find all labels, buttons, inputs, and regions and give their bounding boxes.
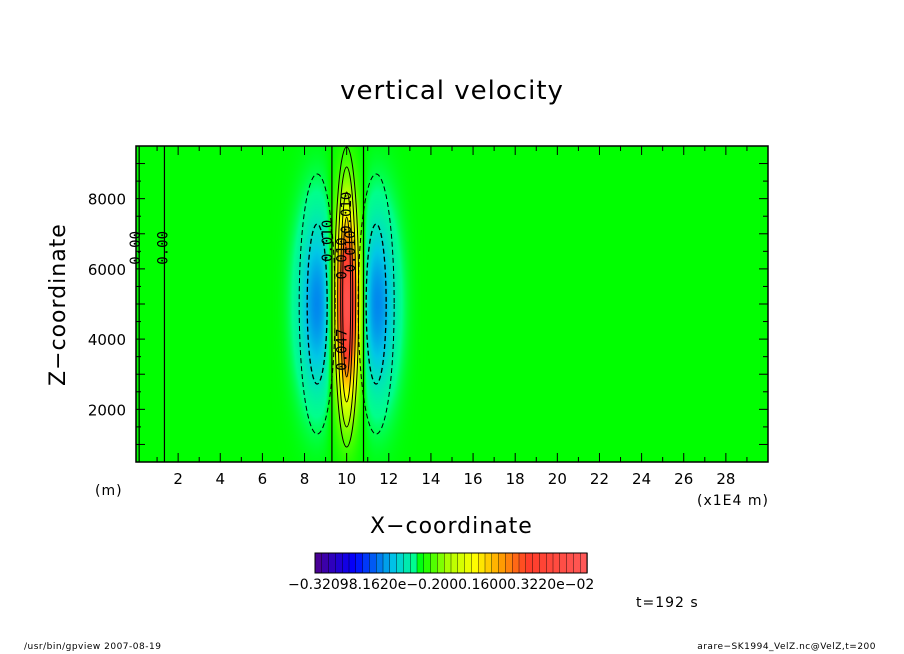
colorbar-cell <box>342 552 350 574</box>
colorbar-cell <box>355 552 364 574</box>
colorbar-cell <box>518 552 527 574</box>
colorbar-cell <box>573 552 581 574</box>
colorbar-cell <box>464 552 473 574</box>
colorbar-cell <box>532 552 541 574</box>
colorbar-cell <box>403 552 411 574</box>
plot-frame <box>135 145 769 463</box>
x-tick-label: 16 <box>464 470 483 488</box>
colorbar-cell <box>505 552 513 574</box>
x-axis-ticks: 2 4 6 8 10 12 14 16 18 20 22 24 26 28 <box>135 146 769 488</box>
colorbar-cell <box>376 552 384 574</box>
colorbar-cell <box>491 552 500 574</box>
colorbar-cell <box>321 552 330 574</box>
colorbar-cell <box>450 552 459 574</box>
colorbar-cell <box>362 552 371 574</box>
colorbar-cell <box>580 552 588 574</box>
contour-label: 0.00 <box>156 231 172 265</box>
contour-neg-right-inner <box>365 223 387 385</box>
contour-neg-left-inner <box>306 223 328 385</box>
colorbar-cell <box>559 552 568 574</box>
contour-label: 0.010 <box>339 192 355 234</box>
contour-pos-2 <box>337 166 357 428</box>
colorbar-cell <box>430 552 439 574</box>
colorbar-cell <box>410 552 418 574</box>
y-axis-label: Z−coordinate <box>46 223 71 386</box>
x-tick-label: 18 <box>506 470 525 488</box>
x-tick-label: 4 <box>215 470 225 488</box>
y-tick-label: 8000 <box>88 191 126 209</box>
contour-label: 0.010 <box>335 237 351 279</box>
contour-pos-3 <box>340 191 354 403</box>
colorbar-cell <box>396 552 405 574</box>
x-unit-left: (m) <box>95 483 123 499</box>
footer-right: arare−SK1994_VelZ.nc@VelZ,t=200 <box>697 642 876 652</box>
chart-title: vertical velocity <box>340 76 564 106</box>
contour-label: 0.010 <box>320 220 336 262</box>
colorbar-label: −0.32098.1620e−0.2000.16000.3220e−02 <box>288 577 595 593</box>
x-tick-label: 26 <box>674 470 693 488</box>
colorbar-cell <box>525 552 534 574</box>
colorbar-cell <box>484 552 493 574</box>
y-tick-label: 4000 <box>88 331 126 349</box>
contour-label: 0.010 <box>343 230 359 272</box>
colorbar-cell <box>498 552 507 574</box>
colorbar-cell <box>348 552 357 574</box>
colorbar-cell <box>314 552 323 574</box>
x-tick-label: 14 <box>421 470 440 488</box>
colorbar-cell <box>478 552 486 574</box>
x-axis-label: X−coordinate <box>370 514 533 539</box>
x-tick-label: 2 <box>173 470 183 488</box>
colorbar-cell <box>389 552 398 574</box>
time-label: t=192 s <box>636 595 699 611</box>
x-unit-right: (x1E4 m) <box>697 493 769 509</box>
x-tick-label: 20 <box>548 470 567 488</box>
contour-neg-left-outer <box>298 173 336 435</box>
colorbar-cell <box>328 552 337 574</box>
x-tick-label: 6 <box>258 470 268 488</box>
x-tick-label: 28 <box>716 470 735 488</box>
x-tick-label: 24 <box>632 470 651 488</box>
colorbar-cell <box>552 552 561 574</box>
colorbar-cell <box>539 552 547 574</box>
colorbar-cell <box>369 552 377 574</box>
colorbar <box>314 552 588 574</box>
colorbar-cell <box>566 552 575 574</box>
colorbar-cell <box>457 552 466 574</box>
colorbar-cell <box>335 552 343 574</box>
colorbar-cell <box>416 552 425 574</box>
colorbar-cell <box>437 552 445 574</box>
footer-left: /usr/bin/gpview 2007-08-19 <box>24 642 162 652</box>
y-tick-label: 2000 <box>88 401 126 419</box>
contour-pos-4 <box>342 216 352 378</box>
colorbar-frame <box>314 552 588 574</box>
colorbar-cell <box>471 552 479 574</box>
contour-label: 0.047 <box>335 329 351 371</box>
colorbar-cell <box>512 552 520 574</box>
y-tick-label: 6000 <box>88 261 126 279</box>
contour-lines <box>138 146 395 462</box>
colorbar-cell <box>546 552 554 574</box>
colorbar-cell <box>382 552 391 574</box>
x-tick-label: 22 <box>590 470 609 488</box>
colorbar-cell <box>423 552 432 574</box>
y-axis-ticks: 2000 4000 6000 8000 <box>88 163 768 445</box>
x-tick-label: 8 <box>300 470 310 488</box>
x-tick-label: 10 <box>337 470 356 488</box>
colorbar-cell <box>444 552 452 574</box>
x-tick-label: 12 <box>379 470 398 488</box>
